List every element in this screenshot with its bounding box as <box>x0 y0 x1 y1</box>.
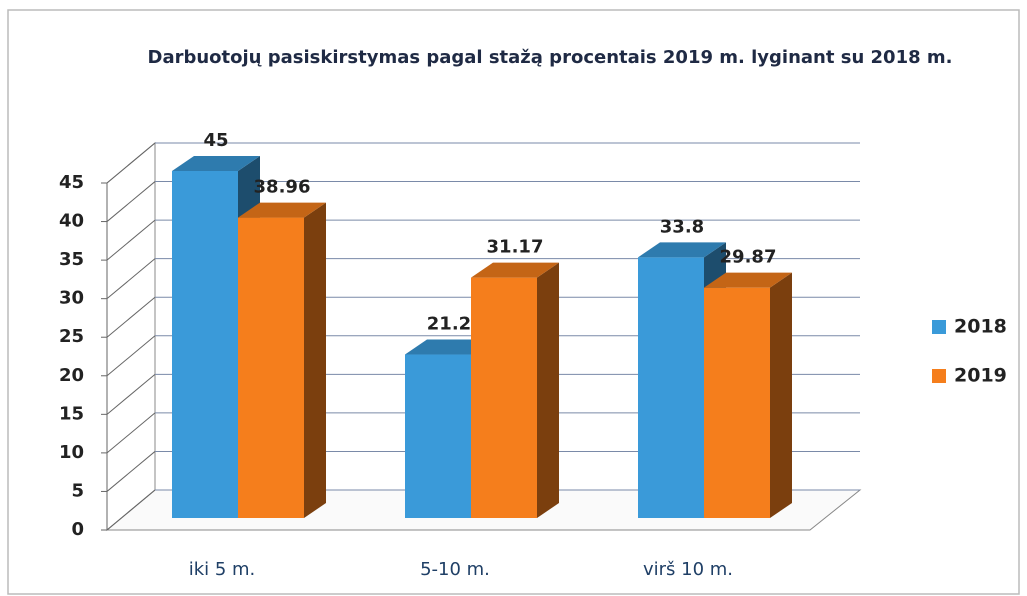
bar-top <box>238 202 326 218</box>
y-tick-label: 15 <box>59 403 84 424</box>
y-tick-label: 40 <box>59 211 84 232</box>
grid-line <box>106 412 156 454</box>
grid-line <box>106 489 156 531</box>
x-tick-label: 5-10 m. <box>420 559 490 580</box>
bar <box>638 257 704 518</box>
grid-line <box>106 296 156 338</box>
y-tick-label: 25 <box>59 326 84 347</box>
bar-top <box>638 242 726 258</box>
data-label: 38.96 <box>254 177 311 198</box>
grid-line <box>106 142 156 184</box>
bar-top <box>172 156 260 171</box>
legend-swatch <box>932 320 946 334</box>
bar <box>405 354 471 518</box>
grid-line <box>106 219 156 261</box>
y-tick-label: 20 <box>59 365 84 386</box>
x-tick-label: iki 5 m. <box>189 559 256 580</box>
legend-label: 2018 <box>954 316 1007 338</box>
data-label: 29.87 <box>720 247 777 268</box>
y-tick-label: 5 <box>71 480 84 501</box>
y-tick-label: 30 <box>59 288 84 309</box>
y-tick-label: 0 <box>71 519 84 540</box>
y-tick-label: 35 <box>59 249 84 270</box>
data-label: 21.2 <box>427 314 471 335</box>
grid-line <box>106 258 156 300</box>
y-tick-label: 10 <box>59 442 84 463</box>
chart-title: Darbuotojų pasiskirstymas pagal stažą pr… <box>147 47 953 68</box>
bar <box>238 217 304 518</box>
grid-line <box>106 373 156 415</box>
bar <box>471 277 537 518</box>
data-label: 33.8 <box>660 216 704 237</box>
grid-line <box>106 335 156 377</box>
data-label: 31.17 <box>487 237 544 258</box>
grid-line <box>106 181 156 222</box>
bar-side <box>304 202 326 518</box>
y-tick-label: 45 <box>59 172 84 193</box>
legend-label: 2019 <box>954 365 1007 387</box>
bar-top <box>471 262 559 278</box>
x-tick-label: virš 10 m. <box>643 559 733 580</box>
data-label: 45 <box>203 130 228 151</box>
bar-side <box>537 262 559 518</box>
grid-line <box>106 451 156 492</box>
bar <box>172 171 238 518</box>
legend-swatch <box>932 369 946 383</box>
chart-border <box>7 9 1020 595</box>
bar-top <box>704 272 792 288</box>
bar <box>704 287 770 518</box>
bar-side <box>770 272 792 518</box>
